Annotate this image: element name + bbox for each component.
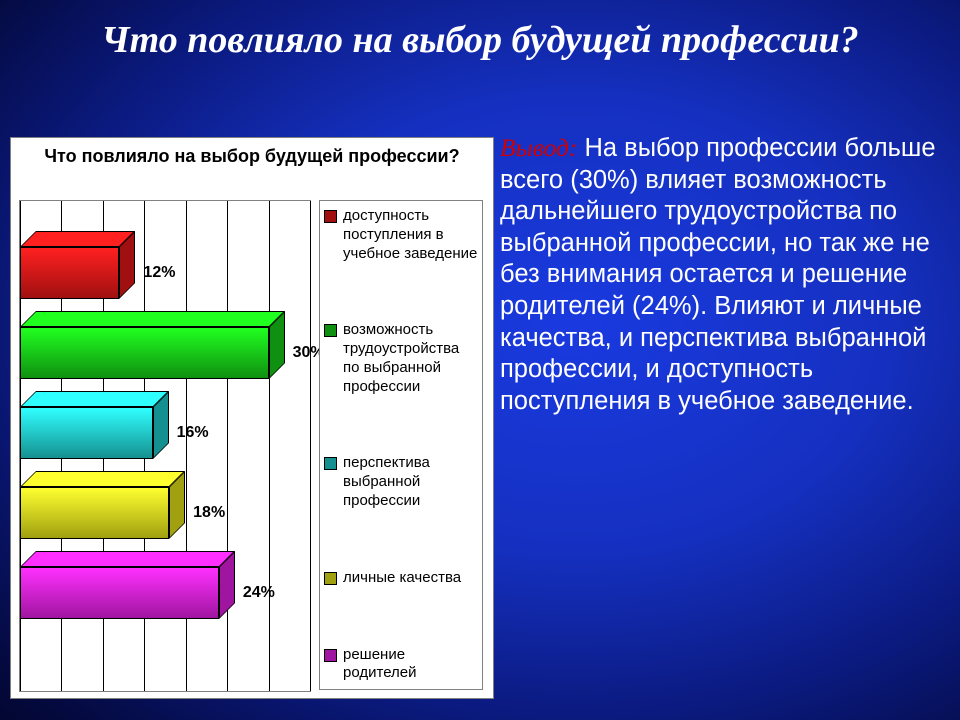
conclusion-text: Вывод: На выбор профессии больше всего (… — [500, 132, 954, 417]
bar-value-label: 16% — [177, 424, 209, 442]
gridline — [310, 201, 311, 691]
legend-label: доступность поступления в учебное заведе… — [343, 207, 478, 263]
bar-top-face — [20, 551, 235, 567]
legend-label: возможность трудоустройства по выбранной… — [343, 321, 478, 396]
bar-value-label: 24% — [243, 584, 275, 602]
conclusion-label: Вывод: — [500, 133, 577, 162]
conclusion-body: На выбор профессии больше всего (30%) вл… — [500, 134, 936, 415]
legend-swatch — [324, 649, 337, 662]
chart-panel: Что повлияло на выбор будущей профессии?… — [10, 137, 494, 699]
legend-label: решение родителей — [343, 646, 478, 684]
bar-row: 24% — [20, 567, 310, 619]
legend-label: личные качества — [343, 569, 478, 588]
bar-row: 16% — [20, 407, 310, 459]
legend-swatch — [324, 457, 337, 470]
legend-item: доступность поступления в учебное заведе… — [322, 205, 480, 265]
chart-legend: доступность поступления в учебное заведе… — [319, 200, 483, 690]
bar-top-face — [20, 471, 185, 487]
chart-body: 12% 30% 16% 18% 24% доступность поступления … — [19, 200, 485, 690]
slide-title: Что повлияло на выбор будущей профессии? — [0, 18, 960, 63]
legend-item: личные качества — [322, 567, 480, 590]
bar-top-face — [20, 391, 169, 407]
bar-row: 18% — [20, 487, 310, 539]
legend-swatch — [324, 210, 337, 223]
bar-top-face — [20, 311, 285, 327]
legend-item: решение родителей — [322, 644, 480, 686]
legend-swatch — [324, 572, 337, 585]
bar-front — [20, 487, 169, 539]
bar-row: 12% — [20, 247, 310, 299]
legend-label: перспектива выбранной профессии — [343, 454, 478, 510]
slide: Что повлияло на выбор будущей профессии?… — [0, 0, 960, 720]
bar-front — [20, 407, 153, 459]
bar-value-label: 12% — [143, 264, 175, 282]
plot-area: 12% 30% 16% 18% 24% — [19, 200, 311, 692]
legend-item: возможность трудоустройства по выбранной… — [322, 319, 480, 398]
bar-value-label: 18% — [193, 504, 225, 522]
bar-front — [20, 247, 119, 299]
bar-front — [20, 567, 219, 619]
legend-swatch — [324, 324, 337, 337]
legend-item: перспектива выбранной профессии — [322, 452, 480, 512]
bar-top-face — [20, 231, 135, 247]
chart-title: Что повлияло на выбор будущей профессии? — [11, 146, 493, 168]
bar-row: 30% — [20, 327, 310, 379]
bar-front — [20, 327, 269, 379]
